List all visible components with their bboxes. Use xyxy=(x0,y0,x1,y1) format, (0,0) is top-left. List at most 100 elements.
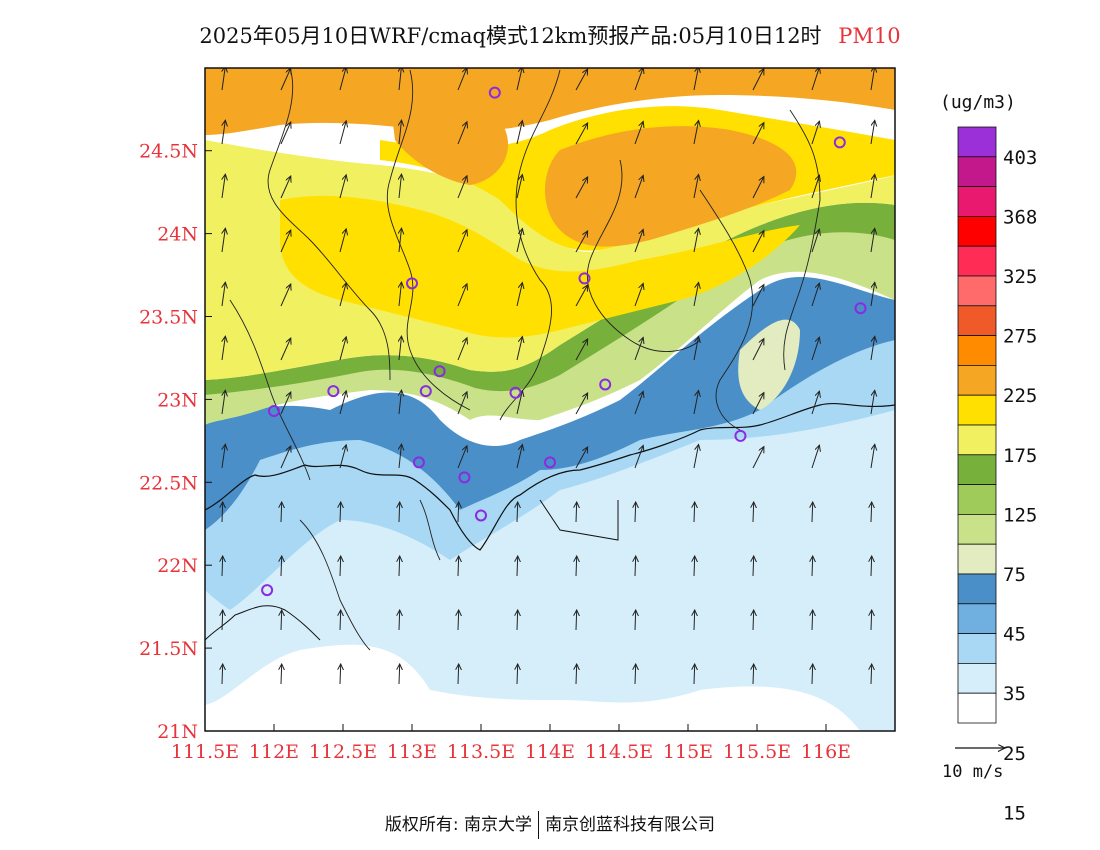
legend-swatch xyxy=(957,394,997,426)
wind-arrow xyxy=(870,68,875,91)
wind-arrow xyxy=(871,556,872,577)
wind-arrow xyxy=(221,336,225,361)
station-marker xyxy=(475,509,487,522)
wind-arrow xyxy=(281,556,282,577)
wind-arrow xyxy=(575,285,588,307)
wind-arrow xyxy=(694,664,695,685)
wind-arrow xyxy=(221,174,225,199)
wind-arrow xyxy=(399,502,400,523)
wind-arrow xyxy=(280,284,291,307)
wind-arrow xyxy=(752,177,764,199)
lon-tick-label: 114.5E xyxy=(585,741,653,763)
wind-arrow xyxy=(870,282,875,307)
wind-arrow xyxy=(457,68,467,91)
wind-arrow xyxy=(222,610,223,631)
wind-arrow xyxy=(339,391,346,415)
wind-arrow xyxy=(576,664,577,685)
wind-arrow xyxy=(870,336,875,361)
wind-arrow xyxy=(458,664,459,685)
wind-arrow xyxy=(752,123,764,145)
wind-arrow xyxy=(457,284,467,307)
wind-arrow xyxy=(280,122,291,145)
legend-unit: (ug/m3) xyxy=(940,92,1016,113)
wind-arrow xyxy=(870,390,875,415)
station-marker xyxy=(599,378,612,391)
station-marker xyxy=(854,302,867,315)
legend-label: 125 xyxy=(1003,504,1037,526)
wind-arrow xyxy=(634,391,643,415)
wind-arrow xyxy=(575,393,588,415)
wind-vectors xyxy=(221,68,875,685)
legend-swatch xyxy=(957,663,997,694)
station-marker xyxy=(419,385,432,398)
wind-arrow xyxy=(221,282,225,307)
legend-swatch xyxy=(957,514,997,545)
wind-arrow xyxy=(280,446,291,469)
wind-arrow xyxy=(812,502,813,523)
wind-arrow xyxy=(811,391,819,415)
station-marker xyxy=(578,272,591,285)
wind-arrow xyxy=(517,556,518,577)
wind-arrow xyxy=(752,339,764,361)
field-band-175 xyxy=(205,68,895,135)
wind-arrow xyxy=(634,229,643,253)
wind-arrow xyxy=(870,120,875,145)
wind-arrow xyxy=(340,556,341,577)
wind-arrow xyxy=(575,177,588,199)
wind-arrow xyxy=(694,610,695,631)
wind-arrow xyxy=(457,122,467,145)
wind-arrow xyxy=(575,447,588,469)
legend-swatch xyxy=(957,186,997,217)
lat-tick-label: 23N xyxy=(157,389,198,411)
wind-arrow xyxy=(752,447,764,469)
wind-arrow xyxy=(399,664,400,685)
admin-boundaries xyxy=(229,68,821,651)
wind-arrow xyxy=(870,174,875,199)
wind-arrow xyxy=(458,610,459,631)
legend-label: 325 xyxy=(1003,266,1037,288)
wind-arrow xyxy=(517,502,518,523)
concentration-field xyxy=(205,68,895,731)
wind-arrow xyxy=(281,610,282,631)
station-marker xyxy=(544,456,556,469)
wind-arrow xyxy=(221,68,225,91)
wind-arrow xyxy=(339,68,346,91)
wind-arrow xyxy=(399,610,400,631)
lon-tick-label: 111.5E xyxy=(171,741,239,763)
wind-arrow xyxy=(399,120,402,145)
lon-tick-label: 115E xyxy=(663,741,713,763)
legend-label: 175 xyxy=(1003,445,1037,467)
wind-arrow xyxy=(339,283,346,307)
legend-swatch xyxy=(957,424,997,456)
wind-arrow xyxy=(222,664,223,685)
wind-arrow xyxy=(221,120,225,145)
legend-label: 25 xyxy=(1003,743,1026,765)
wind-arrow xyxy=(753,664,754,685)
wind-arrow xyxy=(457,176,467,199)
wind-arrow xyxy=(635,556,636,577)
wind-arrow xyxy=(576,502,577,523)
wind-arrow xyxy=(457,230,467,253)
wind-arrow xyxy=(516,337,522,361)
station-marker xyxy=(406,277,418,290)
legend-swatch xyxy=(957,692,997,724)
wind-arrow xyxy=(811,229,819,253)
legend-swatch xyxy=(957,364,997,396)
wind-arrow xyxy=(871,664,872,685)
lon-tick-label: 113.5E xyxy=(447,741,515,763)
legend-swatch xyxy=(957,156,997,188)
wind-arrow xyxy=(870,444,875,469)
legend-label: 15 xyxy=(1003,802,1026,824)
lat-tick-label: 21.5N xyxy=(139,638,198,660)
wind-arrow xyxy=(399,390,402,415)
field-patch-5b xyxy=(730,632,830,668)
wind-arrow xyxy=(693,336,699,361)
wind-arrow xyxy=(811,121,819,145)
legend-swatch xyxy=(957,573,997,605)
map-title: 2025年05月10日WRF/cmaq模式12km预报产品:05月10日12时 … xyxy=(0,20,1100,50)
legend-swatch xyxy=(957,215,997,247)
wind-arrow xyxy=(457,338,467,361)
wind-arrow xyxy=(399,336,402,361)
wind-arrow xyxy=(339,121,346,145)
wind-arrow xyxy=(340,502,341,523)
